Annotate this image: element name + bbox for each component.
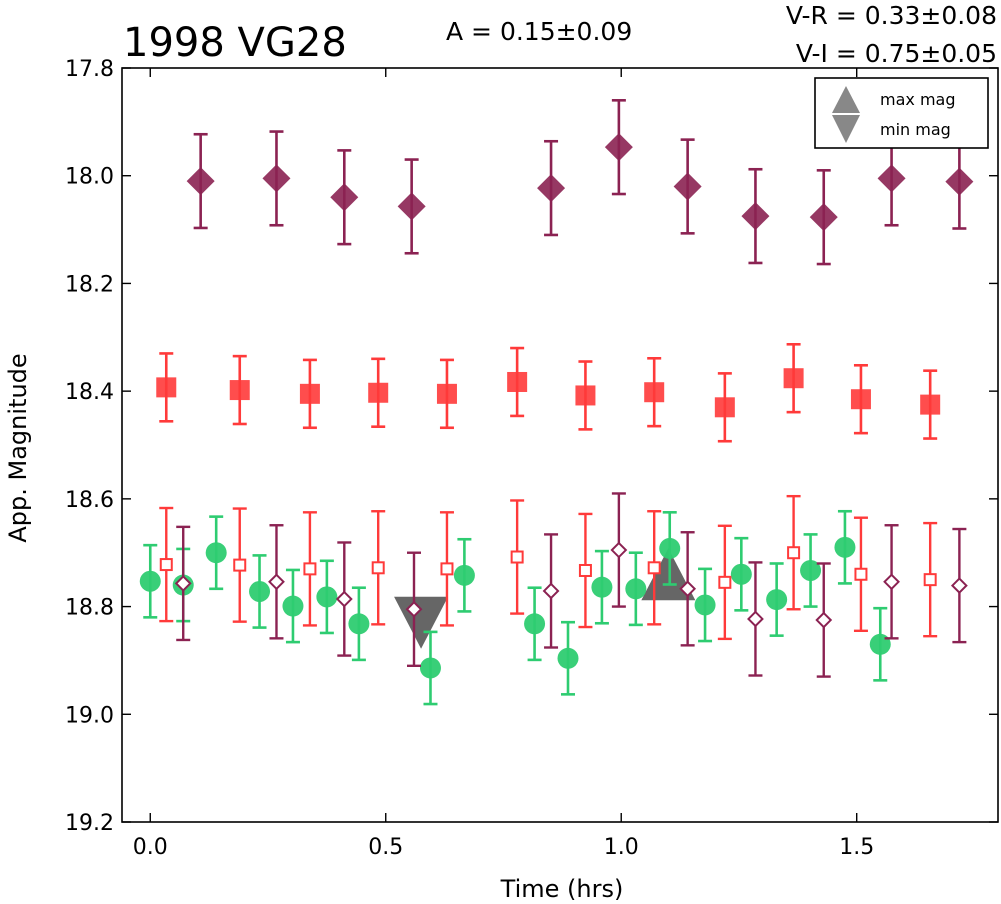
legend-min-label: min mag: [880, 120, 951, 139]
data-point-circle: [800, 559, 822, 581]
data-point-square: [299, 383, 320, 404]
v-i-color-annotation: V-I = 0.75±0.05: [796, 39, 997, 68]
data-point-diamond: [679, 580, 697, 598]
legend-min-marker-icon: [832, 115, 860, 143]
amplitude-annotation: A = 0.15±0.09: [446, 17, 632, 46]
data-point-diamond: [174, 574, 192, 592]
data-point-diamond: [397, 192, 426, 221]
data-point-diamond: [815, 611, 833, 629]
data-point-circle: [694, 594, 716, 616]
series-3: [159, 494, 938, 641]
data-point-square: [156, 377, 177, 398]
data-point-circle: [419, 657, 441, 679]
data-point-circle: [834, 536, 856, 558]
x-axis-label: Time (hrs): [500, 875, 624, 903]
data-point-circle: [348, 613, 370, 635]
axes: 0.0 0.5 1.0 1.5 17.8 18.0 18.2 18.4 18.6 18.8 19.0…: [65, 57, 999, 860]
data-point-diamond: [610, 541, 628, 559]
data-point-circle: [591, 576, 613, 598]
data-point-diamond: [741, 202, 770, 231]
y-tick-label: 18.6: [65, 488, 114, 513]
plot-frame: [121, 67, 999, 823]
data-point-square: [854, 567, 868, 581]
data-point-square: [507, 371, 528, 392]
series-4: [174, 492, 968, 678]
data-point-circle: [249, 580, 271, 602]
y-tick-label: 18.4: [65, 380, 114, 405]
data-point-diamond: [747, 610, 764, 628]
data-point-diamond: [537, 174, 566, 203]
data-point-circle: [869, 633, 891, 655]
y-axis-label: App. Magnitude: [4, 353, 32, 542]
data-point-circle: [524, 613, 546, 635]
y-tick-label: 17.8: [65, 57, 114, 82]
data-point-square: [440, 562, 454, 576]
data-point-circle: [557, 647, 579, 669]
data-point-circle: [625, 578, 647, 600]
data-point-square: [923, 573, 937, 587]
data-point-circle: [730, 563, 752, 585]
data-point-circle: [453, 564, 475, 586]
legend-max-marker-icon: [832, 86, 860, 113]
x-tick-label: 1.0: [604, 835, 639, 860]
chart-title: 1998 VG28: [123, 20, 347, 66]
data-point-square: [578, 563, 592, 577]
legend-max-label: max mag: [880, 90, 956, 109]
data-point-diamond: [542, 582, 560, 600]
data-point-square: [787, 546, 801, 560]
data-point-square: [714, 397, 735, 418]
data-point-square: [644, 382, 665, 403]
data-point-diamond: [330, 183, 359, 212]
y-tick-label: 19.2: [65, 811, 114, 836]
data-point-square: [368, 382, 389, 403]
data-point-square: [233, 558, 247, 572]
data-point-diamond: [186, 167, 215, 196]
data-point-diamond: [809, 203, 838, 232]
data-point-circle: [766, 589, 788, 611]
data-point-circle: [659, 537, 681, 559]
data-point-square: [850, 389, 871, 410]
y-tick-label: 19.0: [65, 703, 114, 728]
data-point-square: [303, 562, 317, 576]
data-point-circle: [205, 542, 227, 564]
data-point-circle: [282, 595, 304, 617]
y-tick-label: 18.8: [65, 596, 114, 621]
data-point-square: [510, 550, 524, 564]
x-tick-label: 0.5: [368, 835, 403, 860]
v-r-color-annotation: V-R = 0.33±0.08: [786, 1, 997, 30]
data-point-diamond: [405, 600, 423, 618]
x-tick-label: 1.5: [839, 835, 874, 860]
data-point-diamond: [883, 573, 900, 591]
data-point-square: [920, 394, 941, 415]
data-point-square: [159, 558, 173, 572]
data-point-square: [575, 385, 596, 406]
data-point-square: [647, 561, 661, 575]
data-point-diamond: [877, 164, 906, 193]
y-tick-label: 18.0: [65, 165, 114, 190]
data-point-diamond: [262, 164, 291, 193]
data-point-square: [783, 368, 804, 389]
data-point-diamond: [335, 590, 353, 608]
data-point-square: [371, 561, 385, 575]
y-tick-label: 18.2: [65, 272, 114, 297]
legend: max mag min mag: [814, 77, 989, 149]
data-point-diamond: [945, 167, 974, 196]
data-point-circle: [139, 570, 161, 592]
plot-marks: [139, 99, 974, 706]
data-point-diamond: [673, 172, 702, 201]
series-0: [186, 99, 974, 266]
x-tick-label: 0.0: [133, 835, 168, 860]
data-point-square: [436, 383, 457, 404]
data-point-circle: [316, 586, 338, 608]
data-point-square: [718, 575, 732, 589]
data-point-diamond: [268, 573, 285, 591]
series-1: [156, 342, 941, 443]
data-point-square: [229, 380, 250, 401]
data-point-diamond: [604, 133, 633, 162]
data-point-diamond: [950, 577, 968, 594]
